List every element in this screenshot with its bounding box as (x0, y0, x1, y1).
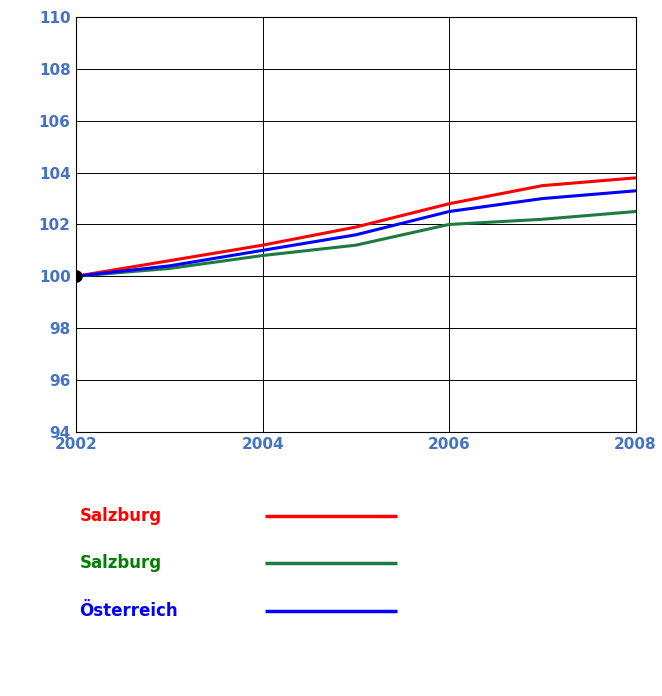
Text: Salzburg: Salzburg (79, 554, 162, 572)
Text: Österreich: Österreich (79, 602, 178, 620)
Text: Salzburg: Salzburg (79, 507, 162, 525)
